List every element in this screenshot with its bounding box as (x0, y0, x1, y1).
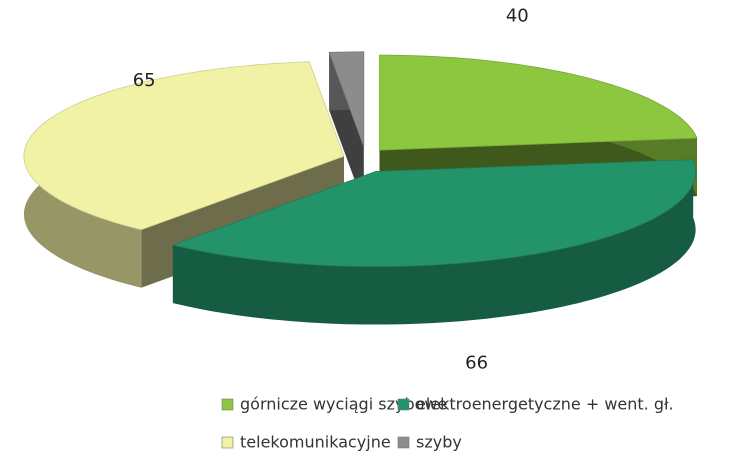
legend-label: górnicze wyciągi szybowe (240, 395, 447, 414)
data-label: 40 (506, 6, 529, 27)
legend-swatch (221, 436, 234, 449)
legend-label: elektroenergetyczne + went. gł. (416, 395, 674, 414)
slice-top (328, 51, 365, 147)
data-label: 65 (133, 70, 156, 91)
legend-label: szyby (416, 433, 462, 452)
legend-swatch (221, 398, 234, 411)
data-label: 66 (465, 353, 488, 374)
pie-slice (171, 159, 696, 325)
slice-top (379, 54, 698, 151)
legend-swatch (397, 436, 410, 449)
slice-top (171, 159, 696, 267)
legend-swatch (397, 398, 410, 411)
slice-top (23, 61, 345, 231)
slice-side (172, 159, 696, 325)
pie-slice (328, 51, 365, 205)
legend-label: telekomunikacyjne (240, 433, 391, 452)
